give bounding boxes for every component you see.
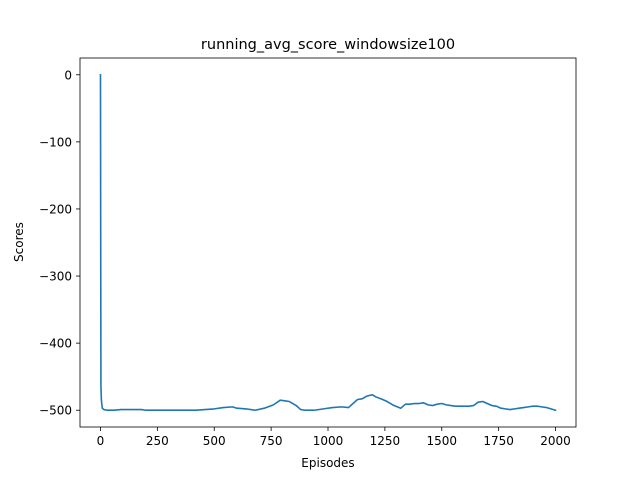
y-tick-label: −400 [39,337,72,351]
x-axis-ticks: 0 250 500 750 1000 1250 1500 1750 2000 [97,427,571,448]
x-tick-label: 1750 [483,434,514,448]
x-tick-label: 750 [260,434,283,448]
x-tick-label: 250 [146,434,169,448]
plot-area [99,73,557,412]
y-tick-label: −500 [39,404,72,418]
y-tick-label: 0 [64,68,72,82]
y-tick-label: −300 [39,270,72,284]
y-tick-label: −200 [39,202,72,216]
x-tick-label: 1250 [370,434,401,448]
y-axis-label: Scores [12,222,26,262]
y-axis-ticks: 0 −100 −200 −300 −400 −500 [39,68,80,418]
x-tick-label: 2000 [540,434,571,448]
x-tick-label: 1000 [313,434,344,448]
series-line-0 [99,73,557,412]
chart-title: running_avg_score_windowsize100 [201,37,455,53]
x-tick-label: 1500 [426,434,457,448]
x-tick-label: 0 [97,434,105,448]
y-tick-label: −100 [39,135,72,149]
x-axis-label: Episodes [301,456,354,470]
x-tick-label: 500 [203,434,226,448]
